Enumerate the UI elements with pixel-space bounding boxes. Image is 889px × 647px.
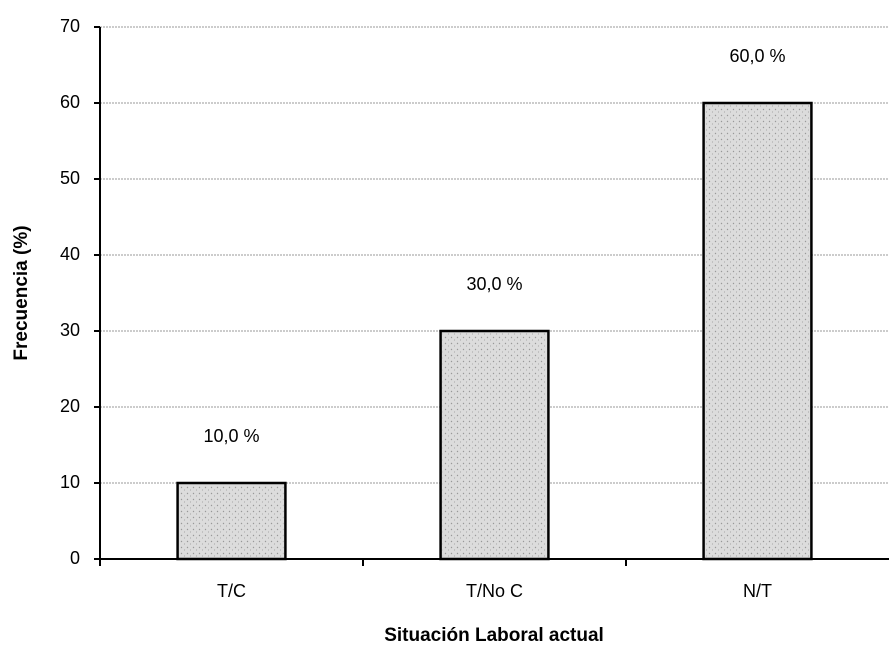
- y-tick-label: 70: [60, 16, 80, 36]
- y-tick-label: 60: [60, 92, 80, 112]
- y-tick-label: 50: [60, 168, 80, 188]
- y-axis-title: Frecuencia (%): [11, 225, 32, 360]
- data-label: 10,0 %: [203, 426, 259, 446]
- y-tick-label: 10: [60, 472, 80, 492]
- y-tick-label: 20: [60, 396, 80, 416]
- bar-texture: [705, 105, 810, 557]
- y-tick-label: 30: [60, 320, 80, 340]
- bar-texture: [442, 333, 547, 557]
- x-axis-title: Situación Laboral actual: [384, 625, 604, 646]
- y-tick-label: 40: [60, 244, 80, 264]
- x-tick-label: N/T: [743, 581, 772, 601]
- x-tick-label: T/C: [217, 581, 246, 601]
- data-label: 60,0 %: [729, 46, 785, 66]
- y-tick-label: 0: [70, 548, 80, 568]
- bar-texture: [179, 485, 284, 557]
- x-tick-label: T/No C: [466, 581, 523, 601]
- data-label: 30,0 %: [466, 274, 522, 294]
